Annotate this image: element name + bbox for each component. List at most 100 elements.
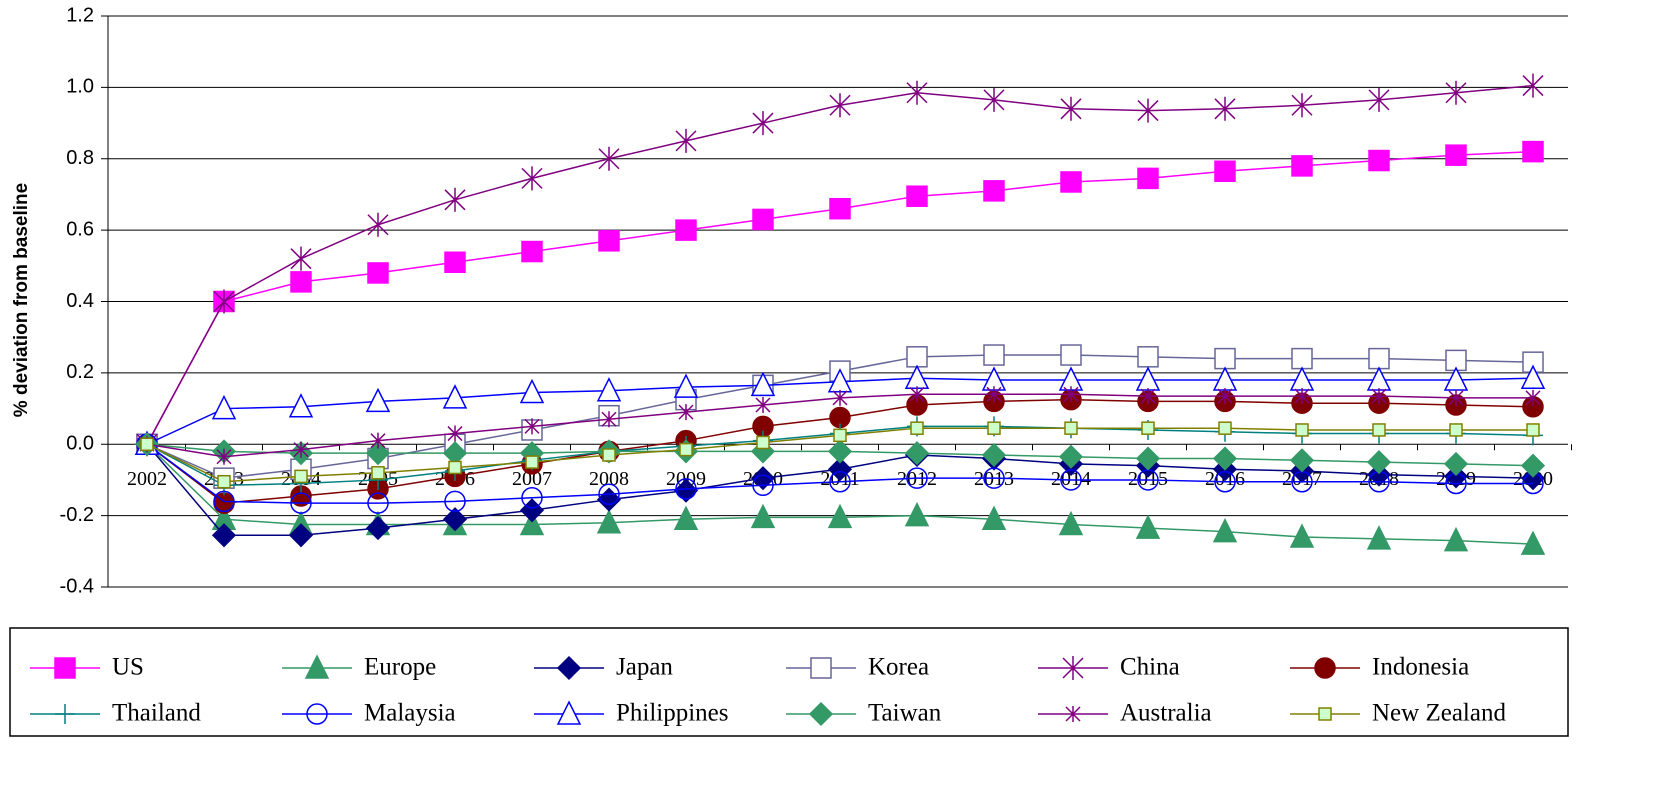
data-point xyxy=(906,80,928,105)
data-point xyxy=(750,371,776,397)
data-point xyxy=(596,509,622,534)
data-point xyxy=(673,505,699,530)
data-point xyxy=(1058,510,1084,536)
data-point xyxy=(216,448,232,465)
data-point xyxy=(1295,423,1309,437)
legend-label: Korea xyxy=(868,654,929,681)
data-point xyxy=(833,428,847,443)
data-point xyxy=(983,467,1005,489)
data-point xyxy=(1368,149,1390,172)
data-point xyxy=(598,483,620,505)
data-point xyxy=(832,389,848,406)
data-point xyxy=(1058,444,1084,469)
data-point xyxy=(365,387,391,413)
legend-marker xyxy=(306,703,328,725)
x-tick-label: 2007 xyxy=(512,468,552,490)
data-point xyxy=(213,490,235,513)
legend-label: Japan xyxy=(616,654,673,681)
legend-label: Thailand xyxy=(112,700,201,727)
data-point xyxy=(1366,525,1392,550)
data-point xyxy=(1522,140,1544,163)
legend-label: US xyxy=(112,654,144,681)
data-point xyxy=(1443,464,1469,489)
data-point xyxy=(675,478,697,500)
data-point xyxy=(752,111,774,136)
legend-marker xyxy=(55,704,75,724)
data-point xyxy=(519,510,545,536)
data-point xyxy=(750,503,776,529)
data-point xyxy=(829,93,851,118)
data-point xyxy=(1212,518,1238,543)
data-point xyxy=(601,411,617,428)
data-point xyxy=(1214,470,1236,493)
legend-label: Taiwan xyxy=(868,700,942,727)
data-point xyxy=(1445,80,1467,105)
y-tick-label: 0.6 xyxy=(66,218,94,240)
x-tick-label: 2008 xyxy=(589,468,629,490)
legend-marker xyxy=(556,700,582,725)
data-point xyxy=(1291,93,1313,118)
data-point xyxy=(288,523,314,548)
data-point xyxy=(1141,421,1155,435)
x-tick-label: 2014 xyxy=(1051,468,1091,490)
data-point xyxy=(1212,446,1238,471)
data-point xyxy=(983,344,1005,366)
data-point xyxy=(750,466,776,491)
data-point xyxy=(1372,423,1386,437)
legend-marker xyxy=(556,655,582,681)
data-point xyxy=(678,404,694,421)
data-point xyxy=(448,460,462,475)
data-point xyxy=(1060,469,1082,491)
data-point xyxy=(444,187,466,212)
data-point xyxy=(370,432,386,449)
data-point xyxy=(981,442,1007,468)
data-point xyxy=(673,478,699,503)
legend-label: Australia xyxy=(1120,700,1212,727)
data-point xyxy=(679,442,693,457)
data-point xyxy=(1060,344,1082,366)
legend-label: China xyxy=(1120,654,1180,681)
data-point xyxy=(829,197,851,220)
data-point xyxy=(365,441,391,466)
data-point xyxy=(1520,453,1546,478)
y-tick-label: 1.0 xyxy=(66,76,94,98)
data-point xyxy=(365,516,391,541)
data-point xyxy=(1060,96,1082,121)
data-point xyxy=(1289,366,1315,391)
data-point xyxy=(910,421,924,435)
data-point xyxy=(290,246,312,271)
y-tick-label: 0.0 xyxy=(66,433,94,455)
data-point xyxy=(904,441,930,466)
data-point xyxy=(140,437,154,451)
data-point xyxy=(1522,73,1544,98)
legend-label: Malaysia xyxy=(364,700,456,727)
data-point xyxy=(1137,98,1159,123)
data-point xyxy=(1449,423,1463,437)
data-point xyxy=(752,208,774,231)
data-point xyxy=(1214,347,1236,370)
data-point xyxy=(906,346,928,368)
data-point xyxy=(1291,347,1313,370)
legend-label: New Zealand xyxy=(1372,700,1506,727)
data-point xyxy=(1526,423,1540,437)
data-point xyxy=(675,128,697,153)
y-tick-label: -0.4 xyxy=(60,575,94,597)
x-tick-label: 2015 xyxy=(1128,468,1168,490)
y-tick-label: 1.2 xyxy=(66,4,94,26)
data-point xyxy=(442,384,468,409)
data-point xyxy=(1366,366,1392,391)
data-point xyxy=(756,435,770,450)
data-point xyxy=(1291,155,1313,177)
data-point xyxy=(1214,96,1236,121)
data-point xyxy=(906,185,928,207)
data-point xyxy=(1137,346,1159,368)
data-point xyxy=(521,166,543,191)
legend-marker xyxy=(1314,657,1336,679)
data-point xyxy=(983,180,1005,202)
data-point xyxy=(827,503,853,529)
data-point xyxy=(367,492,389,514)
data-point xyxy=(986,386,1002,403)
data-point xyxy=(1135,366,1161,391)
data-point xyxy=(1366,450,1392,475)
data-point xyxy=(1140,388,1156,405)
